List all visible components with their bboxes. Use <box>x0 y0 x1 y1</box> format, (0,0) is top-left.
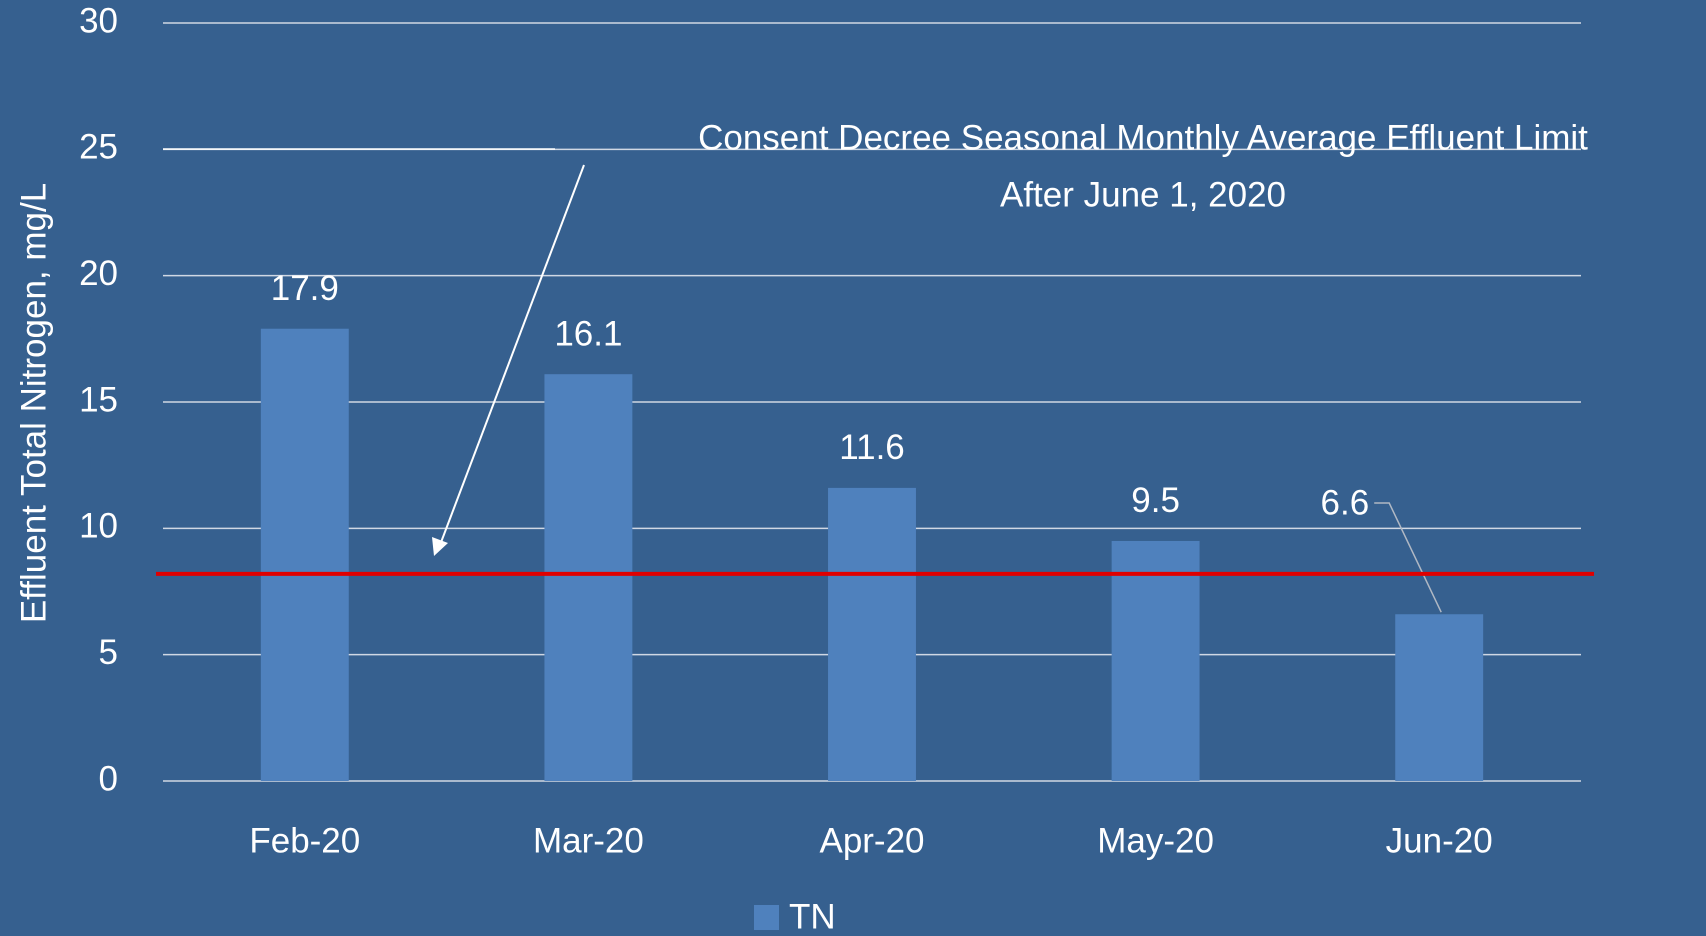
x-tick-label: May-20 <box>1097 821 1214 860</box>
legend-label: TN <box>789 897 836 936</box>
data-label: 9.5 <box>1131 481 1180 520</box>
data-label: 16.1 <box>554 314 622 353</box>
y-tick-label: 30 <box>79 1 118 40</box>
data-label: 11.6 <box>839 428 905 467</box>
x-tick-label: Feb-20 <box>249 821 360 860</box>
y-tick-label: 20 <box>79 254 118 293</box>
x-tick-label: Mar-20 <box>533 821 644 860</box>
x-tick-label: Apr-20 <box>819 821 924 860</box>
bar <box>544 374 633 781</box>
y-tick-label: 0 <box>99 759 118 798</box>
bar <box>1111 540 1200 781</box>
x-tick-label: Jun-20 <box>1386 821 1493 860</box>
y-tick-label: 5 <box>99 633 118 672</box>
legend-swatch <box>754 905 779 930</box>
annotation-text: Consent Decree Seasonal Monthly Average … <box>698 118 1588 157</box>
leader-line <box>1374 502 1442 613</box>
annotation-text: After June 1, 2020 <box>1000 175 1286 214</box>
bar <box>1395 614 1484 781</box>
y-tick-label: 10 <box>79 507 118 546</box>
data-label: 6.6 <box>1321 483 1370 522</box>
bar <box>260 328 349 781</box>
y-tick-label: 15 <box>79 380 118 419</box>
arrow-head <box>432 537 448 556</box>
bar <box>828 487 916 781</box>
annotation-arrow <box>439 164 585 546</box>
y-axis-label: Effluent Total Nitrogen, mg/L <box>14 183 53 623</box>
data-label: 17.9 <box>271 269 339 308</box>
y-tick-label: 25 <box>79 128 118 167</box>
